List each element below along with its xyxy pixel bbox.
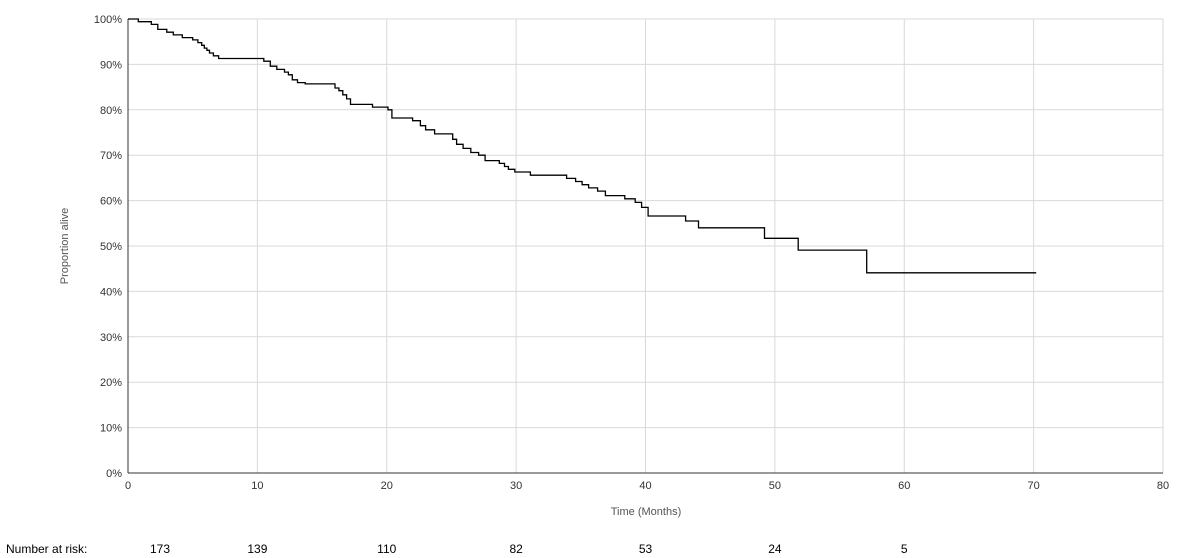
y-tick-label: 50% <box>100 241 122 253</box>
x-tick-label: 60 <box>898 480 910 492</box>
number-at-risk-value: 24 <box>768 542 782 556</box>
x-axis-title: Time (Months) <box>611 506 682 518</box>
survival-curve <box>128 18 1037 274</box>
y-tick-label: 10% <box>100 423 122 435</box>
plot-area <box>127 19 1163 474</box>
x-tick-label: 0 <box>125 480 131 492</box>
y-tick-label: 80% <box>100 105 122 117</box>
x-tick-label: 80 <box>1157 480 1169 492</box>
gridlines <box>127 18 1164 474</box>
number-at-risk-value: 139 <box>247 542 267 556</box>
number-at-risk-value: 82 <box>509 542 523 556</box>
x-tick-label: 10 <box>251 480 263 492</box>
x-tick-label: 50 <box>769 480 781 492</box>
number-at-risk-value: 173 <box>150 542 170 556</box>
y-tick-label: 40% <box>100 286 122 298</box>
number-at-risk-value: 53 <box>639 542 653 556</box>
y-tick-label: 20% <box>100 377 122 389</box>
number-at-risk-label: Number at risk: <box>6 542 87 556</box>
number-at-risk-value: 5 <box>901 542 908 556</box>
y-tick-label: 70% <box>100 150 122 162</box>
x-tick-label: 20 <box>381 480 393 492</box>
number-at-risk-row: Number at risk: 173 139 110 82 53 24 5 <box>6 542 908 556</box>
y-tick-label: 100% <box>94 14 122 26</box>
y-tick-label: 90% <box>100 59 122 71</box>
y-tick-label: 0% <box>106 468 122 480</box>
y-axis-title: Proportion alive <box>59 208 71 284</box>
x-axis-ticks: 0 10 20 30 40 50 60 70 80 <box>125 480 1169 492</box>
x-tick-label: 30 <box>510 480 522 492</box>
survival-curve-layer <box>128 18 1037 274</box>
x-tick-label: 70 <box>1028 480 1040 492</box>
number-at-risk-value: 110 <box>377 542 396 556</box>
x-tick-label: 40 <box>639 480 651 492</box>
y-axis-ticks: 0% 10% 20% 30% 40% 50% 60% 70% 80% 90% 100% <box>94 14 122 480</box>
y-tick-label: 30% <box>100 332 122 344</box>
y-tick-label: 60% <box>100 196 122 208</box>
